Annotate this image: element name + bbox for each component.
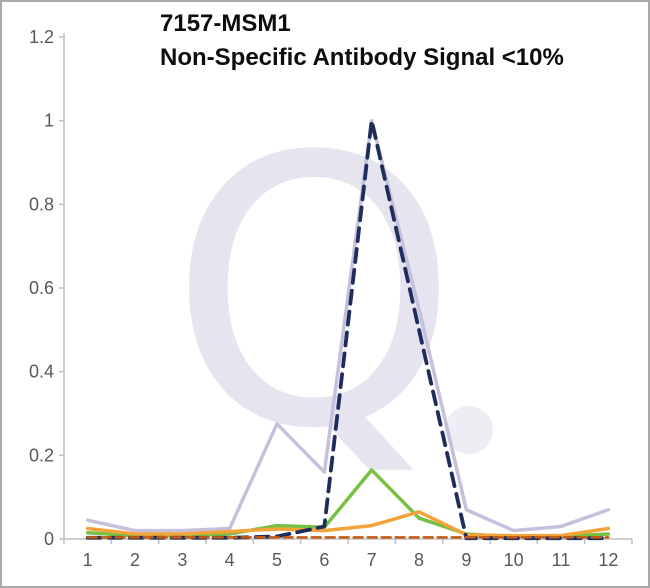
watermark-dot [445,406,493,454]
chart-subtitle: Non-Specific Antibody Signal <10% [160,43,564,71]
x-tick-label: 6 [319,550,329,570]
y-tick-label: 0 [44,529,54,549]
y-tick-label: 0.6 [29,278,54,298]
x-tick-label: 1 [83,550,93,570]
y-tick-label: 0.8 [29,194,54,214]
x-tick-label: 4 [225,550,235,570]
x-tick-label: 3 [177,550,187,570]
y-tick-label: 0.4 [29,362,54,382]
x-tick-label: 12 [598,550,618,570]
y-tick-label: 1 [44,111,54,131]
x-tick-label: 2 [130,550,140,570]
series-light-purple-solid [85,118,611,533]
x-tick-label: 8 [414,550,424,570]
chart-title: 7157-MSM1 [160,10,291,37]
x-tick-label: 9 [461,550,471,570]
x-tick-label: 5 [272,550,282,570]
chart-title-block: 7157-MSM1 Non-Specific Antibody Signal <… [160,7,564,74]
x-tick-label: 10 [504,550,524,570]
y-tick-label: 0.2 [29,445,54,465]
x-tick-label: 7 [367,550,377,570]
series-orange-solid [85,510,611,538]
y-tick-label: 1.2 [29,27,54,47]
x-tick-label: 11 [552,550,571,570]
